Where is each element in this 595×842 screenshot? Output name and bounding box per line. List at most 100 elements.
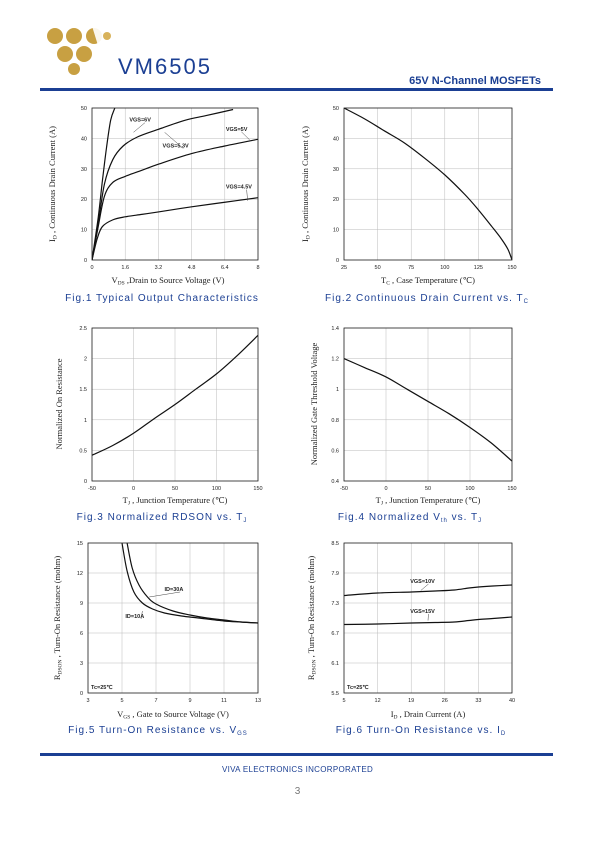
y-axis-label: ID , Continuous Drain Current (A)	[47, 126, 59, 242]
x-axis-label: TC , Case Temperature (℃)	[381, 275, 475, 287]
series-line	[344, 358, 512, 462]
x-tick-label: 0	[90, 265, 93, 271]
x-tick-label: 150	[507, 265, 516, 271]
x-tick-label: 1.6	[121, 265, 129, 271]
x-tick-label: 0	[384, 486, 387, 492]
x-tick-label: 75	[408, 265, 414, 271]
x-tick-label: 7	[154, 698, 157, 704]
y-tick-label: 0	[336, 258, 339, 264]
plot-frame	[343, 107, 513, 261]
y-tick-label: 15	[77, 541, 83, 547]
series-line	[92, 138, 258, 260]
plot-frame	[343, 542, 513, 694]
y-tick-label: 0	[80, 691, 83, 697]
y-tick-label: 20	[81, 197, 87, 203]
series-line	[344, 584, 512, 597]
y-axis-label: Normalized Gate Threshold Voltage	[309, 343, 319, 466]
y-tick-label: 12	[77, 571, 83, 577]
y-tick-label: 0	[84, 479, 87, 485]
label-leader	[241, 131, 250, 141]
x-tick-label: 3	[86, 698, 89, 704]
chart-fig2: 25 50 75 100 125 150 0 10 20 30 40 50 Fig.2 Continu…	[300, 106, 529, 305]
x-tick-label: 5	[342, 698, 345, 704]
x-axis-label: TJ , Junction Temperature (℃)	[376, 495, 481, 507]
x-tick-label: 50	[375, 265, 381, 271]
x-axis-label: VDS ,Drain to Source Voltage (V)	[112, 275, 225, 287]
y-axis-label: RDSON , Turn-On Resistance (mohm)	[52, 556, 64, 680]
y-tick-label: 10	[333, 228, 339, 234]
series-label: VGS=5.3V	[163, 144, 189, 150]
condition-note: Tc=25℃	[91, 684, 113, 691]
footer-rule	[40, 753, 553, 756]
y-tick-label: 50	[333, 106, 339, 112]
footer-company: VIVA ELECTRONICS INCORPORATED	[221, 765, 374, 774]
x-tick-label: 100	[440, 265, 449, 271]
x-tick-label: 6.4	[221, 265, 229, 271]
figure-caption: Fig.4 Normalized Vth vs. TJ	[338, 512, 482, 524]
figure-caption: Fig.1 Typical Output Characteristics	[65, 293, 259, 304]
series-line	[92, 334, 258, 456]
header-rule	[40, 88, 553, 91]
x-tick-label: 19	[408, 698, 414, 704]
y-tick-label: 7.3	[331, 601, 339, 607]
x-tick-label: 3.2	[155, 265, 163, 271]
y-tick-label: 0.6	[331, 448, 339, 454]
y-tick-label: 6	[80, 631, 83, 637]
x-tick-label: -50	[340, 486, 348, 492]
y-axis-label: Normalized On Resistance	[54, 358, 64, 449]
y-tick-label: 0	[84, 258, 87, 264]
y-tick-label: 1	[336, 387, 339, 393]
x-tick-label: 40	[509, 698, 515, 704]
y-tick-label: 9	[80, 601, 83, 607]
y-tick-label: 40	[333, 136, 339, 142]
label-leader	[246, 189, 248, 201]
x-tick-label: 150	[507, 486, 516, 492]
plot-frame	[91, 327, 259, 482]
label-leader	[140, 610, 143, 620]
product-title: 65V N-Channel MOSFETs	[409, 75, 541, 87]
y-tick-label: 6.1	[331, 661, 339, 667]
series-label: ID=30A	[165, 587, 184, 593]
y-tick-label: 1.2	[331, 357, 339, 363]
x-tick-label: 9	[188, 698, 191, 704]
x-tick-label: 5	[120, 698, 123, 704]
series-label: VGS=4.5V	[226, 185, 252, 191]
label-leader	[133, 122, 146, 133]
x-axis-label: VGS , Gate to Source Voltage (V)	[117, 709, 229, 721]
x-tick-label: 50	[425, 486, 431, 492]
series-label: VGS=15V	[410, 609, 435, 615]
y-tick-label: 30	[333, 167, 339, 173]
y-tick-label: 7.9	[331, 571, 339, 577]
y-tick-label: 40	[81, 136, 87, 142]
chart-fig4: -50 0 50 100 150 0.4 0.6 0.8 1 1.2 1.4 Fig.4 Norma…	[309, 326, 517, 524]
y-tick-label: 1.5	[79, 387, 87, 393]
plot-frame	[343, 327, 513, 482]
y-tick-label: 30	[81, 167, 87, 173]
figure-caption: Fig.2 Continuous Drain Current vs. TC	[325, 293, 529, 305]
x-axis-label: TJ , Junction Temperature (℃)	[123, 495, 228, 507]
label-leader	[420, 583, 429, 591]
x-tick-label: 8	[256, 265, 259, 271]
condition-note: Tc=25℃	[347, 684, 369, 691]
x-tick-label: 125	[474, 265, 483, 271]
y-tick-label: 5.5	[331, 691, 339, 697]
y-tick-label: 10	[81, 228, 87, 234]
x-tick-label: 150	[253, 486, 262, 492]
series-label: VGS=5V	[226, 127, 248, 133]
series-label: VGS=10V	[410, 579, 435, 585]
y-tick-label: 50	[81, 106, 87, 112]
plot-frame	[91, 107, 259, 261]
company-logo	[47, 26, 114, 75]
x-tick-label: 100	[465, 486, 474, 492]
series-label: ID=10A	[125, 614, 144, 620]
chart-fig1: 0 1.6 3.2 4.8 6.4 8 0 10 20 30 40 50 Fig.1 Typical …	[47, 106, 260, 304]
y-tick-label: 8.5	[331, 541, 339, 547]
figure-caption: Fig.3 Normalized RDSON vs. TJ	[77, 512, 248, 524]
figure-caption: Fig.5 Turn-On Resistance vs. VGS	[68, 725, 248, 737]
y-tick-label: 3	[80, 661, 83, 667]
x-tick-label: 50	[172, 486, 178, 492]
x-tick-label: 12	[375, 698, 381, 704]
y-tick-label: 2	[84, 357, 87, 363]
series-line	[126, 543, 258, 624]
